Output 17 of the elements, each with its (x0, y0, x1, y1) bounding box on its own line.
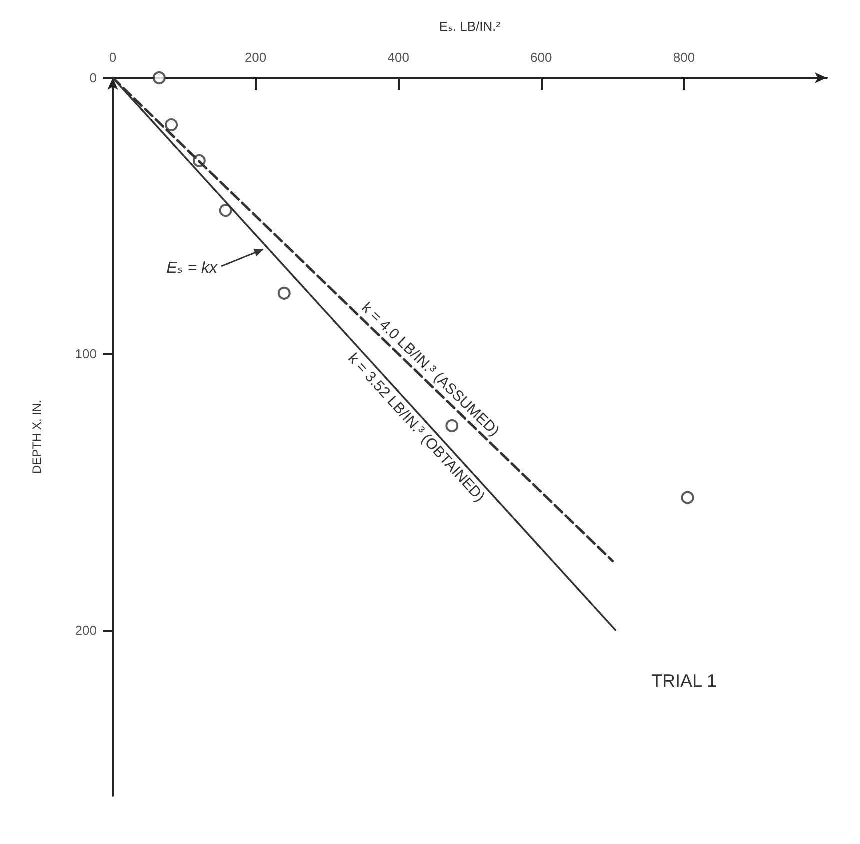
y-tick-label: 0 (90, 70, 97, 86)
y-axis-title: DEPTH X, IN. (30, 400, 44, 474)
x-tick-label: 0 (109, 50, 117, 65)
x-tick-label: 600 (530, 50, 552, 65)
x-tick-label: 800 (673, 50, 696, 65)
point (278, 286, 291, 300)
y-tick-label: 100 (75, 346, 97, 362)
point (152, 72, 166, 84)
annotation: Eₛ = kx (166, 260, 219, 277)
x-tick-label: 400 (388, 50, 410, 65)
point (165, 118, 178, 132)
x-tick-label: 200 (244, 50, 267, 65)
x-axis-title: Eₛ. LB/IN.² (439, 19, 502, 34)
annotation: TRIAL 1 (652, 671, 717, 692)
point (219, 204, 232, 218)
y-tick-label: 200 (75, 622, 97, 638)
point (681, 491, 694, 504)
